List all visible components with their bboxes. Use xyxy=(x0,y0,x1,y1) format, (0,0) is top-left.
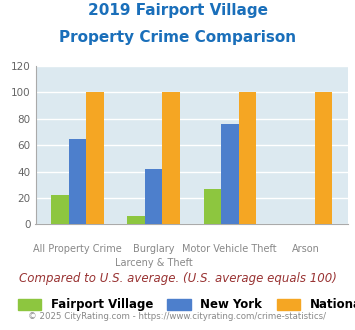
Bar xyxy=(162,92,180,224)
Bar xyxy=(51,195,69,224)
Text: Motor Vehicle Theft: Motor Vehicle Theft xyxy=(182,244,277,254)
Text: Property Crime Comparison: Property Crime Comparison xyxy=(59,30,296,45)
Text: 2019 Fairport Village: 2019 Fairport Village xyxy=(87,3,268,18)
Bar xyxy=(315,92,332,224)
Bar xyxy=(127,216,145,224)
Text: Burglary: Burglary xyxy=(133,244,174,254)
Text: Arson: Arson xyxy=(292,244,320,254)
Bar xyxy=(203,189,221,224)
Bar xyxy=(239,92,256,224)
Text: Compared to U.S. average. (U.S. average equals 100): Compared to U.S. average. (U.S. average … xyxy=(18,272,337,285)
Bar xyxy=(145,169,162,224)
Text: © 2025 CityRating.com - https://www.cityrating.com/crime-statistics/: © 2025 CityRating.com - https://www.city… xyxy=(28,312,327,321)
Text: All Property Crime: All Property Crime xyxy=(33,244,122,254)
Legend: Fairport Village, New York, National: Fairport Village, New York, National xyxy=(13,294,355,316)
Bar xyxy=(69,139,86,224)
Bar xyxy=(221,124,239,224)
Text: Larceny & Theft: Larceny & Theft xyxy=(115,258,192,268)
Bar xyxy=(86,92,104,224)
